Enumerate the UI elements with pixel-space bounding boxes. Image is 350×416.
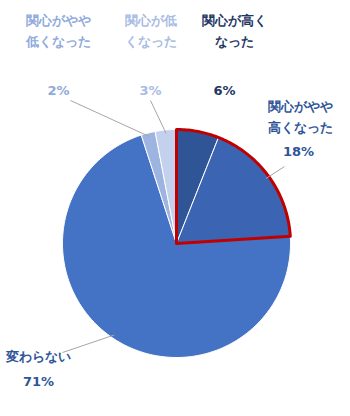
svg-text:3%: 3%	[139, 83, 161, 98]
svg-text:関心が高くなった: 関心が高くなった	[202, 13, 267, 49]
svg-text:関心がやや高くなった: 関心がやや高くなった	[268, 99, 333, 135]
svg-text:71%: 71%	[23, 374, 54, 389]
svg-text:6%: 6%	[213, 83, 235, 98]
svg-text:関心がやや低くなった: 関心がやや低くなった	[25, 13, 91, 49]
svg-text:変わらない: 変わらない	[5, 349, 71, 364]
svg-text:関心が低くなった: 関心が低くなった	[125, 13, 177, 49]
svg-text:2%: 2%	[47, 83, 69, 98]
svg-text:18%: 18%	[283, 144, 314, 159]
